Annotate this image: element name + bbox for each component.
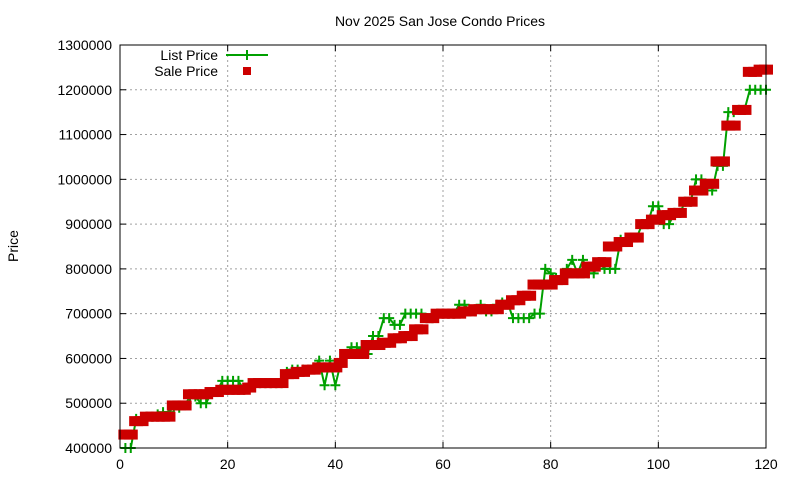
sale-price-point [123,429,138,440]
y-tick-label: 900000 [65,216,112,232]
y-tick-label: 700000 [65,306,112,322]
sale-price-point [414,324,429,335]
sale-price-point [672,207,687,218]
sale-price-point [715,156,730,167]
legend-point-sale [243,67,251,75]
sale-price-point [161,411,176,422]
sale-price-point [694,185,709,196]
list-price-point [540,263,551,274]
sale-price-point [554,275,569,286]
x-tick-label: 40 [328,456,344,472]
list-price-point [330,380,341,391]
chart-title: Nov 2025 San Jose Condo Prices [335,13,545,29]
legend: List Price Sale Price [154,47,268,79]
legend-point-list [242,50,252,60]
sale-price-point [177,400,192,411]
y-tick-label: 1200000 [57,82,112,98]
sale-price-point [597,257,612,268]
y-tick-label: 800000 [65,261,112,277]
sale-price-point [355,348,370,359]
list-price-point [610,263,621,274]
list-price-point [524,313,535,324]
y-tick-label: 1100000 [59,127,113,143]
y-tick-label: 400000 [65,440,112,456]
ticks: 0 20 40 60 80 100 120 400000 500000 600000 700000 8… [57,37,777,472]
sale-price-point [274,378,289,389]
y-tick-label: 500000 [65,395,112,411]
x-tick-label: 120 [754,456,778,472]
x-tick-label: 0 [116,456,124,472]
y-tick-label: 1000000 [57,171,112,187]
list-price-point [653,201,664,212]
legend-label-list: List Price [160,47,218,63]
list-price-point [384,313,395,324]
y-tick-label: 1300000 [57,37,112,53]
list-price-point [233,375,244,386]
list-price-point [567,254,578,265]
sale-price-point [575,268,590,279]
x-tick-label: 20 [220,456,236,472]
plot-border [119,44,767,449]
sale-price-point [737,104,752,115]
list-price-point [664,219,675,230]
sale-price-point [333,357,348,368]
sale-price-point [403,331,418,342]
series-sale-price [118,64,773,440]
x-tick-label: 100 [647,456,671,472]
x-tick-label: 60 [435,456,451,472]
sale-price-point [522,290,537,301]
sale-price-point [705,178,720,189]
sale-price-point [629,232,644,243]
list-price-point [534,308,545,319]
sale-price-point [683,196,698,207]
y-axis-label: Price [5,230,21,262]
list-price-point [201,398,212,409]
x-tick-label: 80 [543,456,559,472]
legend-label-sale: Sale Price [154,63,218,79]
list-price-point [394,319,405,330]
list-price-point [319,380,330,391]
sale-price-point [726,120,741,131]
y-tick-label: 600000 [65,350,112,366]
